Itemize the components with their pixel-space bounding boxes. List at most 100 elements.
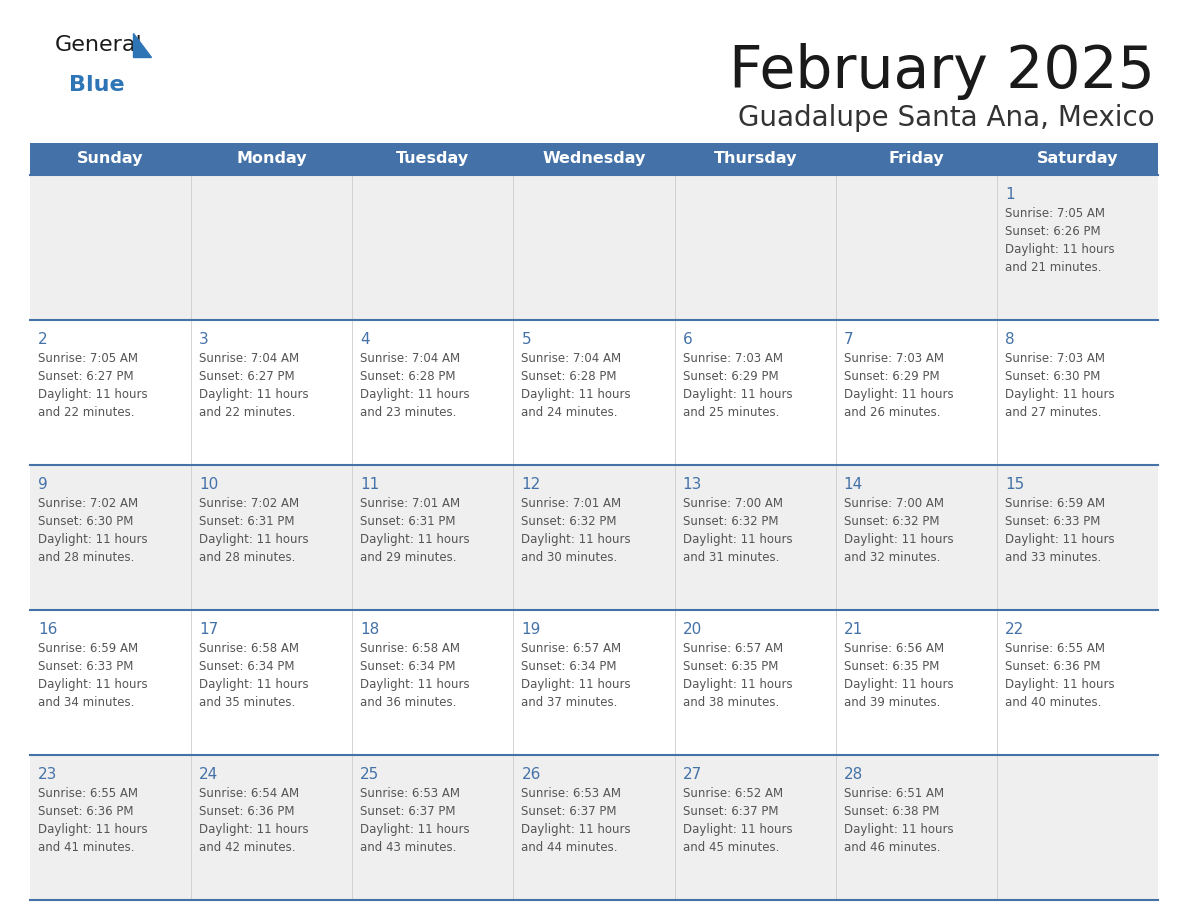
Text: 18: 18 <box>360 622 379 637</box>
Text: Sunrise: 6:56 AM: Sunrise: 6:56 AM <box>843 642 943 655</box>
Text: and 31 minutes.: and 31 minutes. <box>683 551 779 564</box>
Text: Daylight: 11 hours: Daylight: 11 hours <box>843 823 953 836</box>
Text: Daylight: 11 hours: Daylight: 11 hours <box>683 678 792 691</box>
Text: Daylight: 11 hours: Daylight: 11 hours <box>522 678 631 691</box>
Text: Sunrise: 7:01 AM: Sunrise: 7:01 AM <box>360 497 461 510</box>
Text: Daylight: 11 hours: Daylight: 11 hours <box>843 533 953 546</box>
Text: Daylight: 11 hours: Daylight: 11 hours <box>200 388 309 401</box>
Text: and 37 minutes.: and 37 minutes. <box>522 696 618 709</box>
Text: Daylight: 11 hours: Daylight: 11 hours <box>683 533 792 546</box>
Text: Sunset: 6:29 PM: Sunset: 6:29 PM <box>683 370 778 383</box>
Text: Daylight: 11 hours: Daylight: 11 hours <box>360 823 470 836</box>
Text: 16: 16 <box>38 622 57 637</box>
Text: 12: 12 <box>522 477 541 492</box>
Text: Daylight: 11 hours: Daylight: 11 hours <box>200 678 309 691</box>
Text: Sunset: 6:38 PM: Sunset: 6:38 PM <box>843 805 939 818</box>
Text: Sunrise: 7:05 AM: Sunrise: 7:05 AM <box>38 352 138 365</box>
Text: 1: 1 <box>1005 187 1015 202</box>
Text: Sunset: 6:27 PM: Sunset: 6:27 PM <box>200 370 295 383</box>
Text: Sunrise: 6:55 AM: Sunrise: 6:55 AM <box>38 787 138 800</box>
Text: 4: 4 <box>360 332 369 347</box>
Text: Daylight: 11 hours: Daylight: 11 hours <box>200 823 309 836</box>
Text: and 29 minutes.: and 29 minutes. <box>360 551 456 564</box>
Text: and 32 minutes.: and 32 minutes. <box>843 551 940 564</box>
Text: Daylight: 11 hours: Daylight: 11 hours <box>200 533 309 546</box>
Text: and 22 minutes.: and 22 minutes. <box>38 406 134 419</box>
Text: Sunset: 6:37 PM: Sunset: 6:37 PM <box>683 805 778 818</box>
Text: and 30 minutes.: and 30 minutes. <box>522 551 618 564</box>
Text: Daylight: 11 hours: Daylight: 11 hours <box>683 388 792 401</box>
Text: 23: 23 <box>38 767 57 782</box>
Text: 24: 24 <box>200 767 219 782</box>
Text: Sunset: 6:33 PM: Sunset: 6:33 PM <box>1005 515 1100 528</box>
Text: Daylight: 11 hours: Daylight: 11 hours <box>360 533 470 546</box>
Text: 8: 8 <box>1005 332 1015 347</box>
Text: General: General <box>55 35 143 55</box>
Text: and 33 minutes.: and 33 minutes. <box>1005 551 1101 564</box>
Text: Sunrise: 7:02 AM: Sunrise: 7:02 AM <box>38 497 138 510</box>
Text: and 40 minutes.: and 40 minutes. <box>1005 696 1101 709</box>
Text: Tuesday: Tuesday <box>397 151 469 166</box>
Text: 10: 10 <box>200 477 219 492</box>
Text: 3: 3 <box>200 332 209 347</box>
Text: and 21 minutes.: and 21 minutes. <box>1005 261 1101 274</box>
Text: Sunset: 6:37 PM: Sunset: 6:37 PM <box>522 805 617 818</box>
Text: Sunset: 6:32 PM: Sunset: 6:32 PM <box>522 515 617 528</box>
Text: Sunset: 6:34 PM: Sunset: 6:34 PM <box>360 660 456 673</box>
Text: Daylight: 11 hours: Daylight: 11 hours <box>522 533 631 546</box>
Text: Saturday: Saturday <box>1037 151 1118 166</box>
Text: Sunset: 6:30 PM: Sunset: 6:30 PM <box>38 515 133 528</box>
Text: Daylight: 11 hours: Daylight: 11 hours <box>38 388 147 401</box>
Bar <box>30 755 1158 900</box>
Text: Sunrise: 6:57 AM: Sunrise: 6:57 AM <box>522 642 621 655</box>
Text: Daylight: 11 hours: Daylight: 11 hours <box>843 678 953 691</box>
Text: and 27 minutes.: and 27 minutes. <box>1005 406 1101 419</box>
Text: Sunrise: 6:53 AM: Sunrise: 6:53 AM <box>360 787 460 800</box>
Text: Sunset: 6:32 PM: Sunset: 6:32 PM <box>683 515 778 528</box>
Text: Sunrise: 6:55 AM: Sunrise: 6:55 AM <box>1005 642 1105 655</box>
Text: Daylight: 11 hours: Daylight: 11 hours <box>522 388 631 401</box>
Text: and 45 minutes.: and 45 minutes. <box>683 841 779 854</box>
Text: Daylight: 11 hours: Daylight: 11 hours <box>522 823 631 836</box>
Text: Daylight: 11 hours: Daylight: 11 hours <box>38 678 147 691</box>
Text: Sunset: 6:35 PM: Sunset: 6:35 PM <box>843 660 939 673</box>
Text: Sunrise: 6:52 AM: Sunrise: 6:52 AM <box>683 787 783 800</box>
Text: Thursday: Thursday <box>713 151 797 166</box>
Text: Guadalupe Santa Ana, Mexico: Guadalupe Santa Ana, Mexico <box>739 104 1155 132</box>
Text: and 42 minutes.: and 42 minutes. <box>200 841 296 854</box>
Text: Sunrise: 6:58 AM: Sunrise: 6:58 AM <box>200 642 299 655</box>
Text: Sunset: 6:37 PM: Sunset: 6:37 PM <box>360 805 456 818</box>
Text: Sunset: 6:26 PM: Sunset: 6:26 PM <box>1005 225 1100 238</box>
Text: and 23 minutes.: and 23 minutes. <box>360 406 456 419</box>
Text: Friday: Friday <box>889 151 944 166</box>
Text: Sunset: 6:29 PM: Sunset: 6:29 PM <box>843 370 940 383</box>
Text: Sunrise: 7:05 AM: Sunrise: 7:05 AM <box>1005 207 1105 220</box>
Text: 26: 26 <box>522 767 541 782</box>
Text: Daylight: 11 hours: Daylight: 11 hours <box>38 823 147 836</box>
Text: 2: 2 <box>38 332 48 347</box>
Text: and 26 minutes.: and 26 minutes. <box>843 406 940 419</box>
Text: Daylight: 11 hours: Daylight: 11 hours <box>38 533 147 546</box>
Text: Sunset: 6:35 PM: Sunset: 6:35 PM <box>683 660 778 673</box>
Text: Daylight: 11 hours: Daylight: 11 hours <box>683 823 792 836</box>
Text: Sunrise: 6:53 AM: Sunrise: 6:53 AM <box>522 787 621 800</box>
Text: Sunrise: 7:03 AM: Sunrise: 7:03 AM <box>843 352 943 365</box>
Polygon shape <box>133 33 151 57</box>
Text: Sunset: 6:34 PM: Sunset: 6:34 PM <box>522 660 617 673</box>
Text: 11: 11 <box>360 477 379 492</box>
Text: and 28 minutes.: and 28 minutes. <box>200 551 296 564</box>
Text: 22: 22 <box>1005 622 1024 637</box>
Text: Sunset: 6:36 PM: Sunset: 6:36 PM <box>200 805 295 818</box>
Text: 21: 21 <box>843 622 862 637</box>
Text: Daylight: 11 hours: Daylight: 11 hours <box>1005 243 1114 256</box>
Text: Daylight: 11 hours: Daylight: 11 hours <box>360 388 470 401</box>
Text: Sunrise: 7:01 AM: Sunrise: 7:01 AM <box>522 497 621 510</box>
Bar <box>30 143 1158 175</box>
Text: 17: 17 <box>200 622 219 637</box>
Text: Monday: Monday <box>236 151 307 166</box>
Text: Sunset: 6:33 PM: Sunset: 6:33 PM <box>38 660 133 673</box>
Text: 5: 5 <box>522 332 531 347</box>
Text: and 46 minutes.: and 46 minutes. <box>843 841 940 854</box>
Text: Blue: Blue <box>69 75 125 95</box>
Text: and 35 minutes.: and 35 minutes. <box>200 696 296 709</box>
